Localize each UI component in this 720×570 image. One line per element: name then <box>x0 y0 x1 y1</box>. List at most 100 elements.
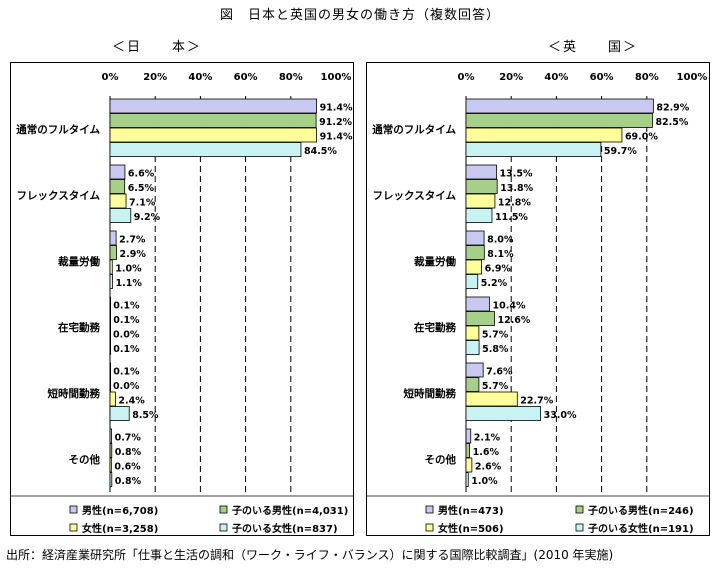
bar <box>465 164 497 180</box>
source-note: 出所：経済産業研究所「仕事と生活の調和（ワーク・ライフ・バランス）に関する国際比… <box>6 548 614 562</box>
category-label: フレックスタイム <box>373 190 457 202</box>
x-tick-label: 20% <box>143 72 167 83</box>
data-label: 12.6% <box>497 315 530 326</box>
data-label: 91.4% <box>320 103 353 114</box>
bar <box>465 193 496 209</box>
legend-label: 子のいる女性(n=191) <box>588 522 694 535</box>
category-label: 在宅勤務 <box>414 321 456 334</box>
category-label: フレックスタイム <box>17 190 101 202</box>
legend-label: 子のいる女性(n=837) <box>232 522 338 535</box>
data-label: 0.1% <box>113 344 140 355</box>
bar <box>465 208 493 223</box>
bar <box>109 193 127 209</box>
bar <box>109 428 112 444</box>
x-tick-label: 20% <box>499 72 523 83</box>
x-tick-label: 60% <box>234 72 258 83</box>
data-label: 2.7% <box>119 235 146 246</box>
figure-title: 図 日本と英国の男女の働き方（複数回答） <box>219 8 500 23</box>
data-label: 91.4% <box>320 132 353 143</box>
bar <box>465 428 472 444</box>
japan-subtitle: ＜日 本＞ <box>112 40 203 55</box>
bar <box>109 179 126 194</box>
category-label: その他 <box>69 453 101 466</box>
bar <box>465 457 473 473</box>
data-label: 0.0% <box>113 330 140 341</box>
legend-swatch <box>425 505 434 514</box>
bar <box>109 325 112 341</box>
data-label: 2.1% <box>474 433 501 444</box>
data-label: 6.9% <box>485 264 512 275</box>
bar <box>109 245 117 260</box>
legend-label: 女性(n=3,258) <box>82 522 158 535</box>
data-label: 2.9% <box>120 249 147 260</box>
x-tick-label: 80% <box>279 72 303 83</box>
data-label: 84.5% <box>304 146 337 157</box>
bar <box>465 340 480 355</box>
data-label: 22.7% <box>520 396 553 407</box>
bar <box>109 127 317 143</box>
bar <box>465 377 480 392</box>
data-label: 33.0% <box>544 410 577 421</box>
category-label: 在宅勤務 <box>58 321 100 334</box>
bar <box>109 472 113 487</box>
data-label: 0.7% <box>115 433 142 444</box>
data-label: 91.2% <box>319 117 352 128</box>
bar <box>109 98 317 114</box>
data-label: 69.0% <box>625 132 658 143</box>
data-label: 1.6% <box>473 447 500 458</box>
data-label: 10.4% <box>493 301 526 312</box>
legend-swatch <box>575 523 584 532</box>
bar <box>109 406 130 421</box>
data-label: 2.4% <box>118 396 145 407</box>
data-label: 6.5% <box>128 183 155 194</box>
bar <box>465 311 495 326</box>
x-tick-label: 80% <box>635 72 659 83</box>
bar <box>109 274 113 289</box>
bar <box>109 362 112 378</box>
data-label: 0.1% <box>113 315 140 326</box>
data-label: 2.6% <box>475 462 502 473</box>
data-label: 7.6% <box>486 367 513 378</box>
x-tick-label: 100% <box>677 72 708 83</box>
data-label: 0.0% <box>113 381 140 392</box>
bar <box>109 230 117 246</box>
chart-frame <box>366 62 710 536</box>
category-label: 通常のフルタイム <box>16 123 100 136</box>
bar <box>109 142 302 157</box>
legend-label: 男性(n=473) <box>438 504 504 517</box>
x-tick-label: 100% <box>321 72 352 83</box>
legend-swatch <box>219 523 228 532</box>
bar <box>465 113 653 128</box>
bar <box>109 340 112 355</box>
data-label: 13.8% <box>500 183 533 194</box>
legend-label: 子のいる男性(n=246) <box>588 504 694 517</box>
bar <box>109 113 317 128</box>
data-label: 1.0% <box>115 264 142 275</box>
legend-swatch <box>219 505 228 514</box>
data-label: 13.5% <box>500 169 533 180</box>
data-label: 82.9% <box>656 103 689 114</box>
uk-chart: 0% 20% 40% 60% 80% 100% 通常のフルタイム 82.9% 82.5% 69.0… <box>366 62 710 536</box>
data-label: 9.2% <box>134 212 161 223</box>
legend-label: 子のいる男性(n=4,031) <box>232 504 348 517</box>
data-label: 0.1% <box>113 367 140 378</box>
data-label: 8.5% <box>132 410 159 421</box>
bar <box>465 443 471 458</box>
bar <box>465 362 484 378</box>
bar <box>465 230 485 246</box>
bar <box>465 472 469 487</box>
bar <box>465 406 541 421</box>
category-label: その他 <box>425 453 457 466</box>
data-label: 8.0% <box>487 235 514 246</box>
category-label: 通常のフルタイム <box>372 123 456 136</box>
bar <box>109 377 112 392</box>
uk-subtitle: ＜英 国＞ <box>548 40 639 55</box>
legend-label: 男性(n=6,708) <box>82 504 158 517</box>
bar <box>109 296 112 312</box>
data-label: 5.7% <box>482 330 509 341</box>
bar <box>465 296 490 312</box>
x-tick-label: 0% <box>102 72 119 83</box>
bar <box>465 325 480 341</box>
bar <box>465 179 498 194</box>
data-label: 7.1% <box>129 198 156 209</box>
